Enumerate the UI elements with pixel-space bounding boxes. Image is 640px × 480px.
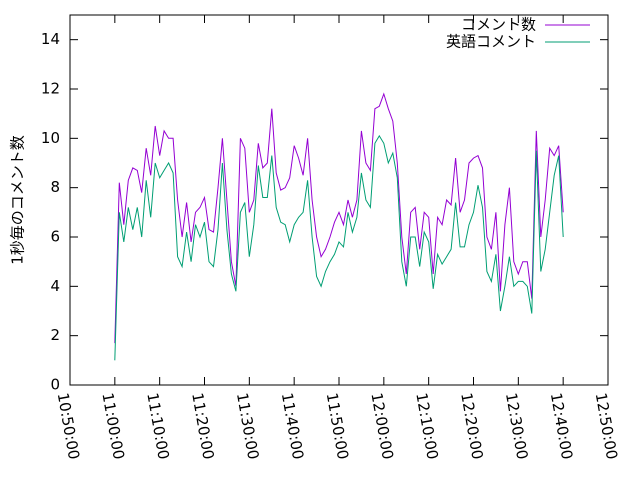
y-tick-label: 0 <box>50 376 60 394</box>
x-tick-label: 10:50:00 <box>54 391 83 460</box>
x-tick-label: 11:30:00 <box>233 391 262 460</box>
x-tick-label: 12:10:00 <box>412 391 441 460</box>
data-line <box>115 136 563 360</box>
x-tick-label: 12:30:00 <box>502 391 531 460</box>
plot-frame <box>70 15 608 385</box>
x-tick-label: 11:50:00 <box>323 391 352 460</box>
x-tick-label: 11:20:00 <box>188 391 217 460</box>
y-axis-label: 1秒毎のコメント数 <box>9 135 27 265</box>
x-tick-label: 11:10:00 <box>143 391 172 460</box>
x-tick-label: 11:00:00 <box>98 391 127 460</box>
y-tick-label: 4 <box>50 277 60 295</box>
legend-label: コメント数 <box>461 16 536 34</box>
x-tick-label: 12:20:00 <box>457 391 486 460</box>
x-tick-label: 12:50:00 <box>592 391 621 460</box>
x-tick-label: 11:40:00 <box>278 391 307 460</box>
y-tick-label: 6 <box>50 228 60 246</box>
y-tick-label: 10 <box>41 129 60 147</box>
x-tick-label: 12:40:00 <box>547 391 576 460</box>
legend-label: 英語コメント <box>446 33 536 51</box>
y-tick-label: 12 <box>41 80 60 98</box>
y-tick-label: 8 <box>50 178 60 196</box>
data-line <box>115 94 563 343</box>
x-tick-label: 12:00:00 <box>367 391 396 460</box>
y-tick-label: 2 <box>50 326 60 344</box>
y-tick-label: 14 <box>41 30 60 48</box>
